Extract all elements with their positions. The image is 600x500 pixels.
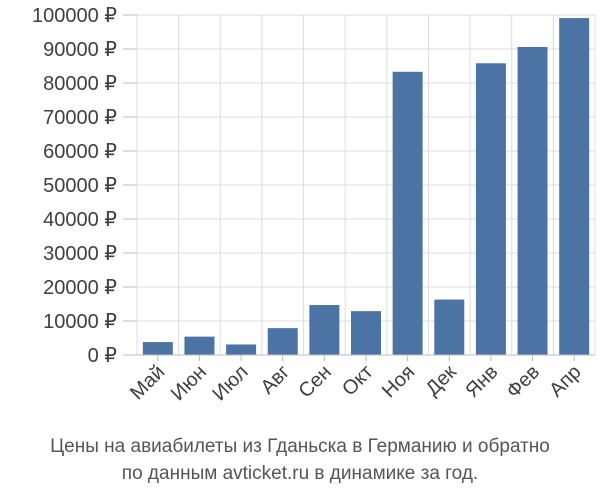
bar-0 — [142, 342, 173, 355]
x-tick-label: Июн — [167, 361, 211, 405]
chart-caption-line-1: Цены на авиабилеты из Гданьска в Германи… — [50, 436, 550, 457]
x-tick-label: Янв — [461, 361, 502, 402]
gridlines — [136, 14, 596, 356]
x-tick-label: Окт — [338, 361, 377, 400]
y-tick-label: 40000 ₽ — [43, 209, 117, 231]
bar-6 — [392, 71, 423, 355]
x-tick-label: Фев — [502, 361, 544, 403]
bar-4 — [309, 305, 340, 355]
bar-7 — [434, 299, 465, 355]
y-tick-label: 90000 ₽ — [43, 39, 117, 61]
chart-caption-line-2: по данным avticket.ru в динамике за год. — [121, 463, 479, 484]
axes — [123, 14, 595, 361]
y-tick-label: 20000 ₽ — [43, 277, 117, 299]
bar-3 — [267, 328, 298, 355]
x-tick-label: Июл — [208, 361, 252, 405]
bar-8 — [475, 63, 506, 355]
bar-chart: 0 ₽ 10000 ₽ 20000 ₽ 30000 ₽ 40000 ₽ 50000 ₽ 60… — [32, 5, 596, 405]
bar-10 — [559, 18, 590, 356]
y-tick-label: 0 ₽ — [88, 345, 118, 367]
chart-area: 0 ₽ 10000 ₽ 20000 ₽ 30000 ₽ 40000 ₽ 50000 ₽ 60… — [32, 5, 596, 405]
y-tick-label: 70000 ₽ — [43, 107, 117, 129]
bar-2 — [226, 344, 257, 355]
x-tick-label: Апр — [545, 361, 586, 402]
x-tick-label: Сен — [294, 361, 335, 402]
x-tick-label: Май — [126, 361, 169, 404]
bars — [142, 18, 590, 356]
y-tick-label: 10000 ₽ — [43, 311, 117, 333]
bar-1 — [184, 336, 215, 355]
bar-9 — [517, 46, 548, 356]
y-tick-label: 30000 ₽ — [43, 243, 117, 265]
x-tick-label: Ноя — [378, 361, 419, 402]
x-tick-label: Дек — [422, 361, 461, 400]
y-tick-label: 80000 ₽ — [43, 73, 117, 95]
y-tick-label: 60000 ₽ — [43, 141, 117, 163]
y-tick-label: 50000 ₽ — [43, 175, 117, 197]
y-tick-label: 100000 ₽ — [32, 5, 117, 27]
bar-5 — [351, 311, 381, 355]
x-tick-label: Авг — [257, 361, 295, 399]
